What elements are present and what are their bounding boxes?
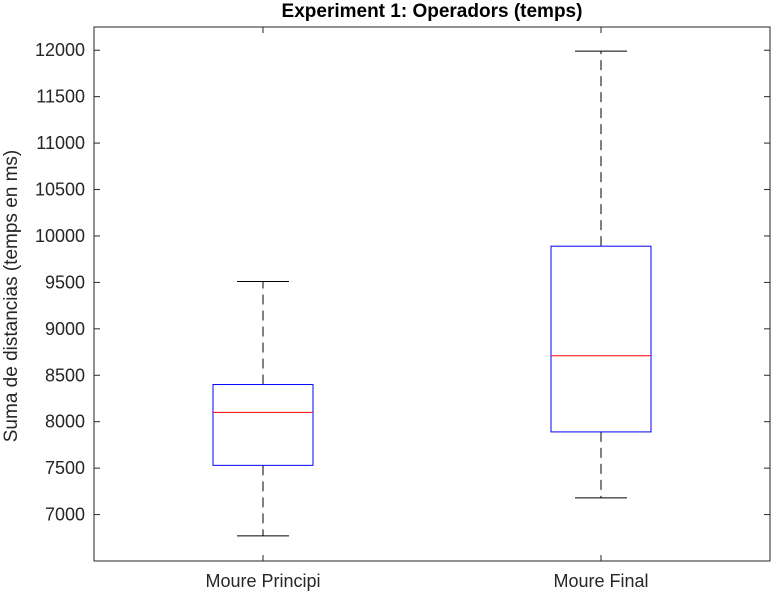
boxes-group [212, 50, 652, 537]
y-tick-label: 10500 [35, 180, 85, 200]
box-moure-final [550, 50, 652, 499]
x-tick-label: Moure Final [553, 571, 648, 591]
interquartile-box [212, 384, 314, 466]
y-tick-label: 8000 [45, 412, 85, 432]
y-tick-label: 7000 [45, 505, 85, 525]
interquartile-box [550, 245, 652, 433]
y-tick-label: 9000 [45, 319, 85, 339]
y-tick-label: 9500 [45, 272, 85, 292]
y-tick-label: 12000 [35, 40, 85, 60]
y-tick-label: 7500 [45, 458, 85, 478]
y-axis-label: Suma de distancias (temps en ms) [1, 150, 22, 443]
y-axis: 7000 7500 8000 8500 9000 9500 10000 10500 11000 1… [35, 40, 770, 525]
y-tick-label: 8500 [45, 365, 85, 385]
x-tick-label: Moure Principi [205, 571, 320, 591]
chart-title: Experiment 1: Operadors (temps) [282, 1, 583, 22]
y-tick-label: 11000 [36, 133, 85, 153]
y-tick-label: 10000 [35, 226, 85, 246]
box-moure-principi [212, 280, 314, 537]
y-tick-label: 11500 [36, 87, 85, 107]
x-axis: Moure Principi Moure Final [205, 27, 649, 591]
plot-area-frame [93, 26, 771, 562]
